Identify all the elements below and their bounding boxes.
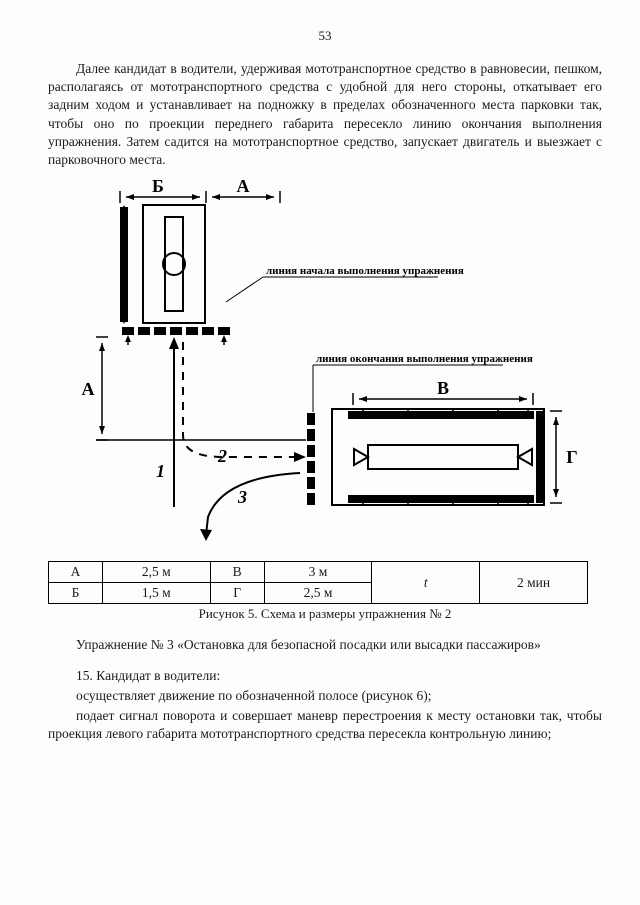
cell: Б — [49, 583, 103, 604]
path-1-label: 1 — [156, 461, 165, 481]
note-start-line: линия начала выполнения упражнения — [266, 265, 464, 277]
diagram-svg: Б А — [48, 177, 588, 557]
cell: t — [372, 562, 480, 604]
dim-label-b: Б — [152, 177, 164, 196]
table-row: А 2,5 м В 3 м t 2 мин — [49, 562, 588, 583]
exercise-3-heading: Упражнение № 3 «Остановка для безопасной… — [48, 636, 602, 654]
page: 53 Далее кандидат в водители, удерживая … — [0, 0, 640, 905]
cell: 2,5 м — [264, 583, 372, 604]
dim-label-g: Г — [566, 447, 577, 467]
path-3-label: 3 — [237, 487, 247, 507]
cell: 2,5 м — [102, 562, 210, 583]
dim-label-a-left: А — [82, 379, 95, 399]
figure-5: Б А — [48, 177, 602, 557]
note-end-line: линия окончания выполнения упражнения — [316, 353, 533, 365]
page-number: 53 — [48, 28, 602, 44]
end-line-dashes — [307, 413, 315, 505]
item-15-line-2: подает сигнал поворота и совершает манев… — [48, 707, 602, 743]
item-15-number: 15. Кандидат в водители: — [48, 667, 602, 685]
cell: 2 мин — [480, 562, 588, 604]
cell: В — [210, 562, 264, 583]
paragraph-1: Далее кандидат в водители, удерживая мот… — [48, 60, 602, 169]
dim-label-a-top: А — [237, 177, 250, 196]
cell: Г — [210, 583, 264, 604]
cell: 1,5 м — [102, 583, 210, 604]
cell: 3 м — [264, 562, 372, 583]
dimensions-table: А 2,5 м В 3 м t 2 мин Б 1,5 м Г 2,5 м — [48, 561, 588, 604]
item-15-line-1: осуществляет движение по обозначенной по… — [48, 687, 602, 705]
figure-caption: Рисунок 5. Схема и размеры упражнения № … — [48, 606, 602, 622]
cell: А — [49, 562, 103, 583]
path-2-label: 2 — [217, 446, 227, 466]
dim-label-v: В — [437, 378, 449, 398]
start-line-dashes — [122, 327, 230, 335]
